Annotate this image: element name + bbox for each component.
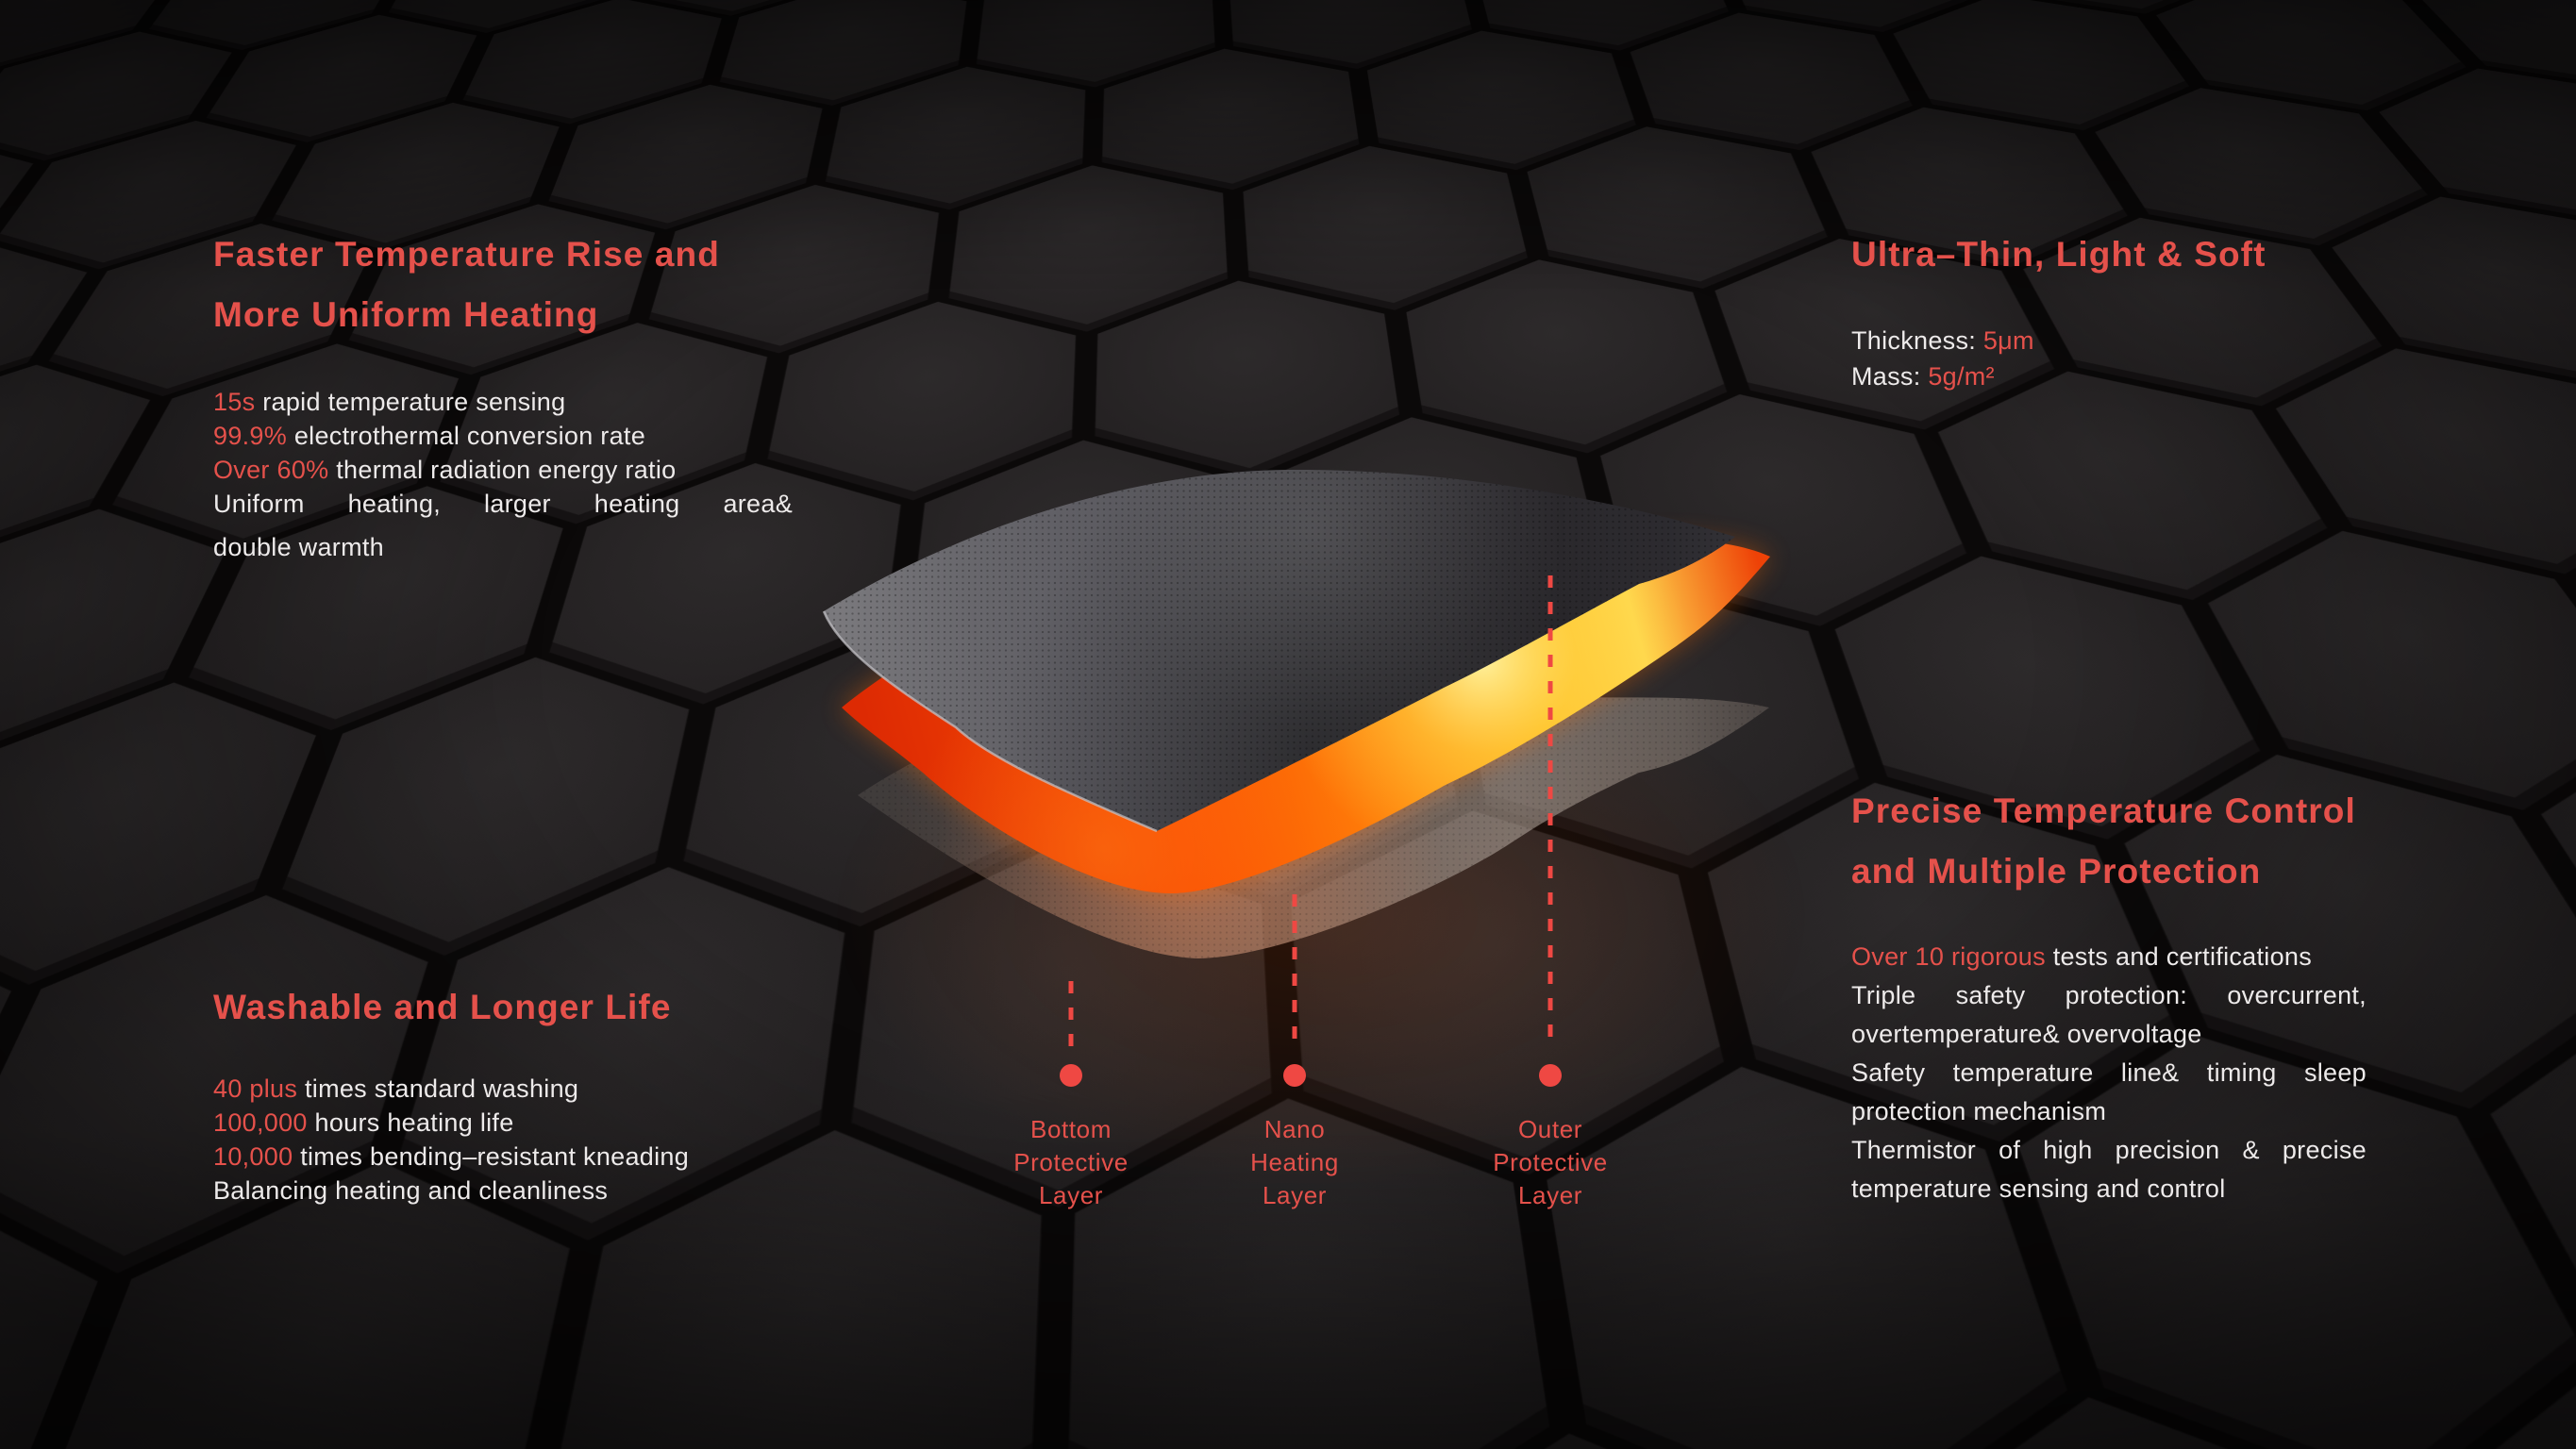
title-line: Faster Temperature Rise and [213, 235, 720, 274]
spec-line-thickness: Thickness: 5μm [1851, 323, 2267, 358]
layer-label-line: Nano [1263, 1115, 1326, 1143]
layer-label-outer-protective: Outer Protective Layer [1428, 1113, 1673, 1212]
feature-block-precise-control: Precise Temperature Control and Multiple… [1851, 781, 2367, 1208]
feature-detail-line: Thermistor of high precision & precise [1851, 1131, 2367, 1170]
feature-detail-line: 100,000 hours heating life [213, 1106, 689, 1140]
highlight-value: Over 60% [213, 456, 329, 484]
spec-line-mass: Mass: 5g/m² [1851, 358, 2267, 394]
feature-detail-line: Safety temperature line& timing sleep [1851, 1054, 2367, 1092]
detail-text: times bending–resistant kneading [293, 1142, 690, 1171]
feature-detail-line: 99.9% electrothermal conversion rate [213, 419, 793, 453]
title-line: and Multiple Protection [1851, 852, 2262, 891]
title-line: More Uniform Heating [213, 295, 599, 334]
detail-text: rapid temperature sensing [255, 388, 566, 416]
detail-text: temperature sensing and control [1851, 1174, 2226, 1203]
layer-label-line: Outer [1517, 1115, 1583, 1143]
spec-label: Mass: [1851, 362, 1929, 391]
spec-value: 5μm [1982, 326, 2034, 355]
layer-label-nano-heating: Nano Heating Layer [1172, 1113, 1417, 1212]
heating-film-layers-illustration [822, 469, 1770, 958]
layer-label-line: Protective [1013, 1148, 1129, 1176]
feature-detail-line: protection mechanism [1851, 1092, 2367, 1131]
highlight-value: 100,000 [213, 1108, 308, 1137]
detail-text: Safety temperature line& timing sleep [1851, 1058, 2367, 1087]
highlight-value: 99.9% [213, 422, 288, 450]
sheet-edge-highlight [822, 610, 1158, 833]
detail-text: double warmth [213, 533, 384, 561]
highlight-value: 40 plus [213, 1074, 298, 1103]
layer-label-line: Layer [1262, 1181, 1328, 1209]
layer-label-bottom-protective: Bottom Protective Layer [948, 1113, 1194, 1212]
feature-detail-line: Triple safety protection: overcurrent, [1851, 976, 2367, 1015]
detail-text: hours heating life [307, 1108, 514, 1137]
feature-block-faster-heating: Faster Temperature Rise and More Uniform… [213, 225, 793, 564]
detail-text: Thermistor of high precision & precise [1851, 1136, 2367, 1164]
title-line: Ultra–Thin, Light & Soft [1851, 235, 2267, 274]
spec-value: 5g/m² [1928, 362, 1995, 391]
spec-list: Thickness: 5μm Mass: 5g/m² [1851, 323, 2267, 394]
feature-title-faster-heating: Faster Temperature Rise and More Uniform… [213, 225, 793, 345]
feature-details: 15s rapid temperature sensing 99.9% elec… [213, 385, 793, 564]
feature-detail-line: 40 plus times standard washing [213, 1072, 689, 1106]
layer-label-line: Layer [1517, 1181, 1583, 1209]
feature-detail-line: Uniform heating, larger heating area& [213, 487, 793, 521]
detail-text: Balancing heating and cleanliness [213, 1176, 609, 1205]
feature-details: 40 plus times standard washing 100,000 h… [213, 1072, 689, 1208]
feature-block-ultra-thin: Ultra–Thin, Light & Soft Thickness: 5μm … [1851, 225, 2267, 394]
layer-label-line: Protective [1493, 1148, 1608, 1176]
spec-label: Thickness: [1851, 326, 1983, 355]
layer-label-line: Heating [1250, 1148, 1339, 1176]
outer-protective-layer-sheet [822, 469, 1735, 833]
feature-detail-line: overtemperature& overvoltage [1851, 1015, 2367, 1054]
feature-block-washable: Washable and Longer Life 40 plus times s… [213, 977, 689, 1208]
feature-detail-line: 10,000 times bending–resistant kneading [213, 1140, 689, 1174]
feature-detail-line: temperature sensing and control [1851, 1170, 2367, 1208]
detail-text: overtemperature& overvoltage [1851, 1020, 2202, 1048]
feature-detail-line: Over 60% thermal radiation energy ratio [213, 453, 793, 487]
feature-title-precise-control: Precise Temperature Control and Multiple… [1851, 781, 2367, 902]
highlight-value: Over 10 rigorous [1851, 942, 2046, 971]
highlight-value: 10,000 [213, 1142, 293, 1171]
feature-title-washable: Washable and Longer Life [213, 977, 689, 1038]
feature-title-ultra-thin: Ultra–Thin, Light & Soft [1851, 225, 2267, 285]
detail-text: electrothermal conversion rate [287, 422, 646, 450]
layer-label-line: Bottom [1030, 1115, 1112, 1143]
feature-detail-line: Over 10 rigorous tests and certification… [1851, 938, 2367, 976]
title-line: Washable and Longer Life [213, 988, 672, 1026]
layer-label-line: Layer [1038, 1181, 1104, 1209]
detail-text: protection mechanism [1851, 1097, 2107, 1125]
feature-detail-line: Balancing heating and cleanliness [213, 1174, 689, 1208]
detail-text: tests and certifications [2045, 942, 2313, 971]
detail-text: Triple safety protection: overcurrent, [1851, 981, 2367, 1009]
title-line: Precise Temperature Control [1851, 791, 2356, 830]
feature-detail-line: double warmth [213, 530, 793, 564]
detail-text: thermal radiation energy ratio [328, 456, 677, 484]
detail-text: Uniform heating, larger heating area& [213, 490, 793, 518]
highlight-value: 15s [213, 388, 256, 416]
detail-text: times standard washing [297, 1074, 579, 1103]
feature-details: Over 10 rigorous tests and certification… [1851, 938, 2367, 1208]
feature-detail-line: 15s rapid temperature sensing [213, 385, 793, 419]
